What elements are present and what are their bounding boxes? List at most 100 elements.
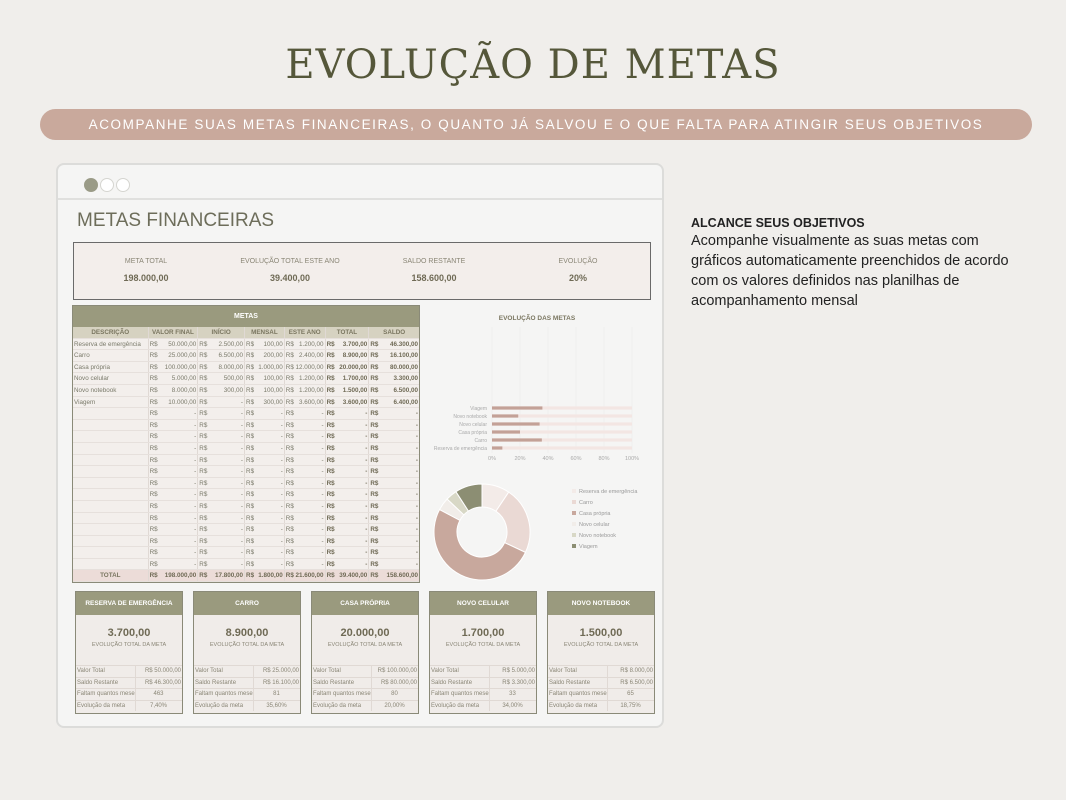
table-cell[interactable]: R$ 1.800,00 — [245, 570, 285, 582]
legend-label[interactable]: Viagem — [579, 544, 598, 550]
table-cell[interactable]: R$ - — [198, 524, 246, 535]
table-cell[interactable]: R$ - — [149, 512, 199, 524]
table-cell[interactable]: R$ - — [369, 559, 419, 570]
table-cell[interactable]: R$ - — [369, 466, 419, 477]
table-cell[interactable]: R$ - — [198, 408, 246, 419]
table-cell[interactable]: R$ - — [245, 466, 285, 477]
table-cell[interactable]: R$ 158.600,00 — [369, 570, 419, 581]
table-cell[interactable]: R$ - — [285, 500, 326, 512]
table-cell[interactable]: R$ - — [369, 513, 419, 524]
table-cell[interactable]: R$ - — [149, 477, 199, 489]
table-cell[interactable]: R$ 1.200,00 — [285, 373, 326, 384]
table-cell[interactable]: R$ - — [198, 442, 246, 454]
table-cell[interactable]: R$ - — [369, 420, 419, 431]
legend-label[interactable]: Novo celular — [579, 522, 610, 528]
legend-label[interactable]: Casa própria — [579, 511, 611, 517]
table-cell[interactable]: R$ 20.000,00 — [326, 361, 370, 373]
table-cell[interactable]: R$ - — [369, 501, 419, 512]
table-cell[interactable]: R$ 100,00 — [245, 384, 285, 396]
table-cell[interactable]: R$ - — [245, 442, 285, 454]
legend-label[interactable]: Carro — [579, 500, 593, 506]
table-cell[interactable]: R$ - — [149, 454, 199, 466]
table-cell[interactable]: R$ - — [285, 419, 326, 431]
table-cell[interactable]: R$ 6.400,00 — [369, 397, 419, 408]
table-cell[interactable]: R$ - — [149, 524, 199, 535]
table-cell[interactable]: R$ - — [149, 442, 199, 454]
table-cell[interactable]: R$ 3.300,00 — [369, 373, 419, 384]
table-cell[interactable]: R$ - — [285, 547, 326, 558]
table-cell[interactable]: Novo celular — [73, 373, 149, 384]
table-cell[interactable]: R$ 8.000,00 — [198, 361, 246, 373]
table-cell[interactable]: R$ - — [326, 558, 370, 570]
table-cell[interactable]: R$ - — [149, 431, 199, 442]
table-cell[interactable]: R$ - — [245, 524, 285, 535]
table-cell[interactable]: R$ - — [285, 524, 326, 535]
table-cell[interactable]: R$ - — [149, 489, 199, 500]
table-cell[interactable]: R$ 16.100,00 — [369, 350, 419, 361]
legend-label[interactable]: Novo notebook — [579, 533, 616, 539]
table-cell[interactable]: R$ - — [198, 431, 246, 442]
table-cell[interactable]: R$ 10.000,00 — [149, 396, 199, 408]
table-cell[interactable]: R$ 25.000,00 — [149, 350, 199, 361]
table-cell[interactable]: R$ - — [326, 419, 370, 431]
table-cell[interactable]: R$ - — [326, 524, 370, 535]
table-cell[interactable]: R$ - — [245, 489, 285, 500]
table-cell[interactable]: R$ 5.000,00 — [149, 373, 199, 384]
table-cell[interactable]: R$ 2.500,00 — [198, 338, 246, 350]
table-cell[interactable]: R$ - — [285, 512, 326, 524]
table-cell[interactable]: R$ 1.700,00 — [326, 373, 370, 384]
table-cell[interactable]: R$ 3.600,00 — [326, 396, 370, 408]
table-cell[interactable]: R$ 100,00 — [245, 338, 285, 350]
table-cell[interactable]: R$ 200,00 — [245, 350, 285, 361]
table-cell[interactable]: R$ 300,00 — [198, 384, 246, 396]
table-cell[interactable]: R$ 3.700,00 — [326, 338, 370, 350]
table-cell[interactable]: R$ - — [326, 512, 370, 524]
table-cell[interactable]: R$ - — [149, 466, 199, 477]
table-cell[interactable]: Carro — [73, 350, 149, 361]
table-cell[interactable]: R$ 2.400,00 — [285, 350, 326, 361]
table-cell[interactable]: R$ 17.800,00 — [198, 570, 246, 582]
table-cell[interactable]: R$ - — [285, 477, 326, 489]
table-cell[interactable]: R$ - — [326, 489, 370, 500]
table-cell[interactable]: R$ - — [369, 431, 419, 442]
table-cell[interactable] — [73, 408, 149, 419]
table-cell[interactable]: R$ - — [285, 558, 326, 570]
table-cell[interactable]: R$ 6.500,00 — [198, 350, 246, 361]
table-cell[interactable]: R$ - — [245, 431, 285, 442]
table-cell[interactable]: R$ 198.000,00 — [149, 570, 199, 582]
table-cell[interactable] — [73, 477, 149, 489]
table-cell[interactable] — [73, 419, 149, 431]
table-cell[interactable]: R$ - — [198, 547, 246, 558]
table-cell[interactable]: R$ 100.000,00 — [149, 361, 199, 373]
window-dot-icon[interactable] — [116, 178, 130, 192]
table-cell[interactable] — [73, 431, 149, 442]
table-cell[interactable]: R$ 12.000,00 — [285, 361, 326, 373]
table-cell[interactable]: R$ - — [285, 442, 326, 454]
table-cell[interactable]: R$ - — [285, 535, 326, 547]
table-cell[interactable]: R$ 50.000,00 — [149, 338, 199, 350]
table-cell[interactable]: R$ - — [285, 454, 326, 466]
table-cell[interactable]: R$ - — [285, 431, 326, 442]
table-cell[interactable]: Novo notebook — [73, 384, 149, 396]
table-cell[interactable] — [73, 558, 149, 570]
table-cell[interactable]: R$ 1.000,00 — [245, 361, 285, 373]
table-cell[interactable]: R$ - — [198, 466, 246, 477]
table-cell[interactable]: R$ 1.500,00 — [326, 384, 370, 396]
table-cell[interactable]: R$ - — [285, 408, 326, 419]
table-cell[interactable] — [73, 442, 149, 454]
table-cell[interactable]: R$ - — [369, 547, 419, 558]
table-cell[interactable] — [73, 547, 149, 558]
table-cell[interactable]: R$ 8.900,00 — [326, 350, 370, 361]
table-cell[interactable]: R$ - — [245, 477, 285, 489]
table-cell[interactable]: R$ - — [245, 547, 285, 558]
table-cell[interactable]: R$ 1.200,00 — [285, 384, 326, 396]
table-cell[interactable]: Reserva de emergência — [73, 338, 149, 350]
table-cell[interactable]: R$ - — [326, 535, 370, 547]
table-cell[interactable]: R$ - — [149, 419, 199, 431]
table-cell[interactable] — [73, 524, 149, 535]
table-cell[interactable]: Casa própria — [73, 361, 149, 373]
table-cell[interactable]: R$ 1.200,00 — [285, 338, 326, 350]
table-cell[interactable]: R$ 8.000,00 — [149, 384, 199, 396]
table-cell[interactable]: R$ 6.500,00 — [369, 385, 419, 396]
table-cell[interactable]: R$ - — [369, 536, 419, 547]
